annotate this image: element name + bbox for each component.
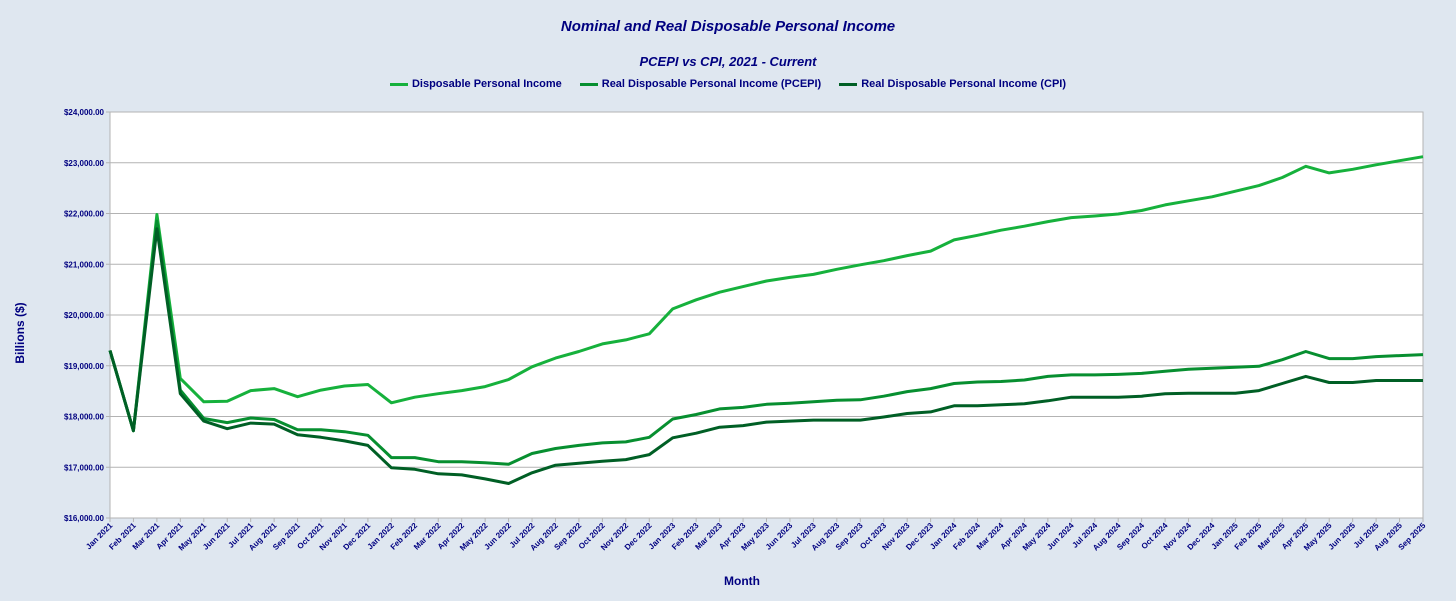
y-tick-label: $21,000.00 [64, 260, 105, 269]
legend-label: Disposable Personal Income [411, 78, 562, 90]
legend-item-pcepi: Real Disposable Personal Income (PCEPI) [579, 78, 822, 90]
series-line-nominal [108, 155, 1424, 433]
y-tick-label: $17,000.00 [64, 463, 105, 472]
y-tick-label: $22,000.00 [64, 210, 105, 219]
y-tick-label: $18,000.00 [64, 413, 105, 422]
y-axis-ticks: $16,000.00 $17,000.00 $18,000.00 $19,000.00… [64, 108, 110, 523]
chart-subtitle: PCEPI vs CPI, 2021 - Current [639, 54, 817, 69]
series-line-cpi [108, 227, 1423, 485]
y-tick-label: $23,000.00 [64, 159, 105, 168]
y-tick-label: $20,000.00 [64, 311, 105, 320]
y-axis-label: Billions ($) [13, 302, 27, 363]
legend-item-cpi: Real Disposable Personal Income (CPI) [839, 78, 1066, 90]
legend-item-nominal: Disposable Personal Income [389, 78, 562, 90]
y-tick-label: $16,000.00 [64, 514, 105, 523]
legend: Disposable Personal Income Real Disposab… [0, 78, 1456, 90]
legend-swatch [839, 82, 858, 86]
y-tick-label: $24,000.00 [64, 108, 105, 117]
gridlines [110, 111, 1423, 519]
legend-swatch [389, 82, 408, 86]
series-lines [108, 155, 1424, 485]
legend-label: Real Disposable Personal Income (CPI) [861, 78, 1067, 90]
x-axis-label: Month [724, 574, 760, 588]
chart-title: Nominal and Real Disposable Personal Inc… [560, 18, 896, 35]
legend-swatch [579, 82, 598, 86]
y-tick-label: $19,000.00 [64, 362, 105, 371]
legend-label: Real Disposable Personal Income (PCEPI) [601, 78, 822, 90]
series-line-pcepi [108, 219, 1424, 466]
